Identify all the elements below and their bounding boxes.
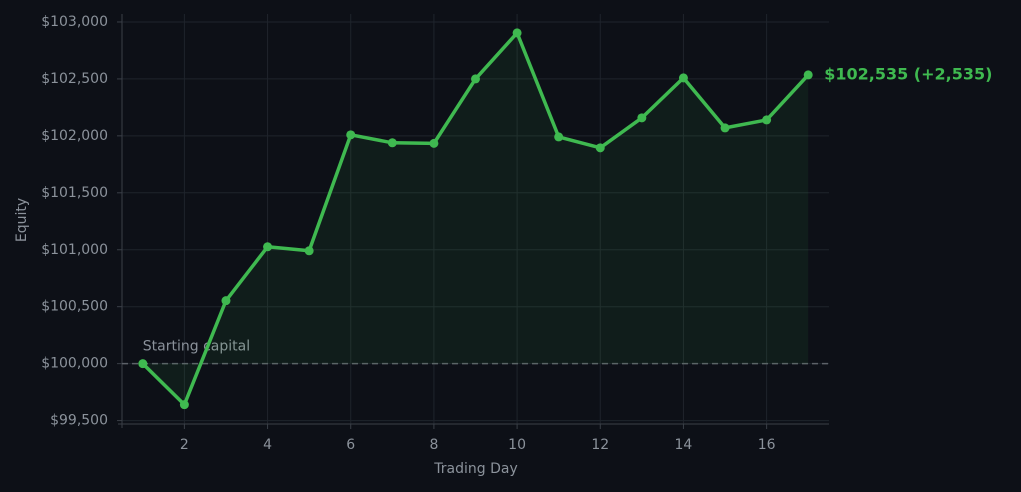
end-label: $102,535 (+2,535) [824, 64, 992, 83]
x-tick-label: 16 [758, 437, 776, 453]
point [471, 74, 480, 84]
x-tick-label: 6 [346, 437, 355, 453]
point [429, 138, 439, 148]
x-tick-label: 4 [263, 437, 272, 453]
point [304, 246, 314, 256]
y-axis-label: Equity [14, 198, 30, 242]
point [803, 70, 813, 80]
x-tick-label: 10 [508, 437, 526, 453]
point [387, 138, 397, 148]
point [179, 400, 189, 410]
y-tick-label: $102,500 [41, 71, 108, 87]
x-tick-label: 14 [675, 437, 693, 453]
point [512, 28, 522, 38]
point [346, 130, 356, 140]
y-tick-label: $103,000 [41, 14, 108, 30]
y-tick-label: $102,000 [41, 128, 108, 144]
x-tick-label: 2 [180, 437, 189, 453]
point [595, 143, 605, 153]
y-tick-label: $101,500 [41, 185, 108, 201]
baseline-label: Starting capital [143, 339, 250, 355]
point [637, 113, 647, 123]
point [138, 359, 148, 369]
x-axis-label: Trading Day [433, 461, 517, 477]
y-tick-label: $100,500 [41, 299, 108, 315]
y-tick-label: $100,000 [41, 356, 108, 372]
y-tick-label: $101,000 [41, 242, 108, 258]
point [554, 132, 564, 142]
point [221, 296, 231, 306]
y-tick-label: $99,500 [50, 413, 108, 429]
point [762, 115, 772, 125]
area [142, 32, 809, 405]
point [678, 73, 688, 83]
x-tick-label: 8 [429, 437, 438, 453]
point [263, 242, 273, 252]
point [720, 123, 730, 133]
x-tick-label: 12 [591, 437, 609, 453]
